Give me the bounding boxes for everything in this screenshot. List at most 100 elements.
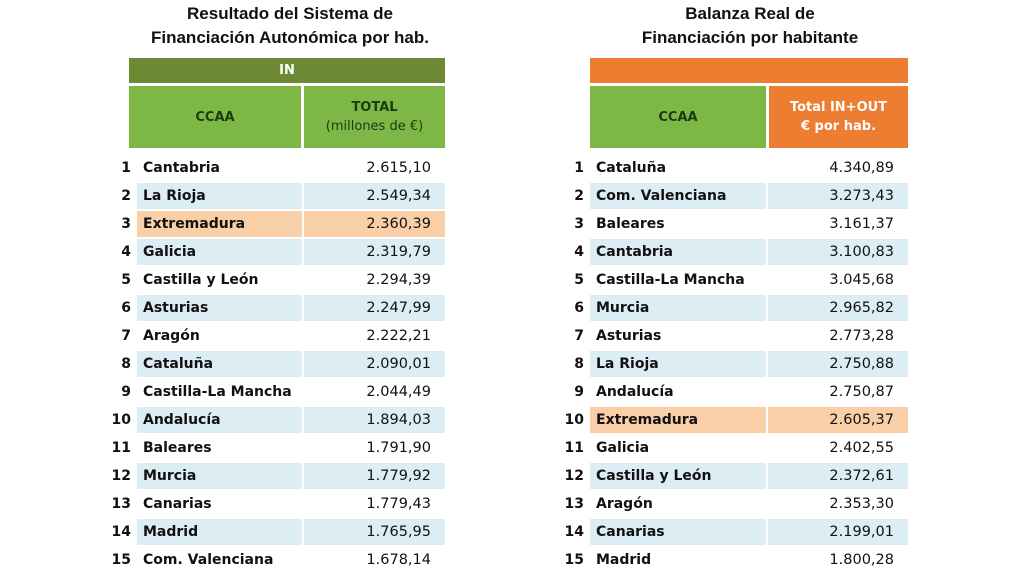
table-row: 10 Andalucía 1.894,03 [100,407,445,433]
row-name: Cataluña [137,351,302,377]
row-name: Madrid [137,519,302,545]
row-value: 2.549,34 [304,183,445,209]
left-title-line2: Financiación Autonómica por hab. [150,28,429,47]
row-value: 2.615,10 [366,160,431,176]
table-row: 15 Com. Valenciana 1.678,14 [100,547,445,573]
row-name: Galicia [596,440,650,456]
row-value: 1.791,90 [366,440,431,456]
row-value: 2.773,28 [829,328,894,344]
row-value: 2.372,61 [768,463,908,489]
table-row: 10 Extremadura 2.605,37 [555,407,908,433]
row-rank: 1 [574,160,584,176]
row-rank: 6 [121,300,131,316]
table-row: 1 Cantabria 2.615,10 [100,155,445,181]
row-rank: 7 [121,328,131,344]
table-row: 14 Madrid 1.765,95 [100,519,445,545]
row-name: Castilla-La Mancha [596,272,745,288]
row-rank: 7 [574,328,584,344]
row-rank: 9 [574,384,584,400]
row-rank: 2 [574,188,584,204]
table-row: 4 Cantabria 3.100,83 [555,239,908,265]
table-row: 6 Asturias 2.247,99 [100,295,445,321]
table-row: 14 Canarias 2.199,01 [555,519,908,545]
left-col-header-total-line2: (millones de €) [325,119,424,134]
row-rank: 10 [111,412,131,428]
right-col-header-total-line1: Total IN+OUT [789,100,888,115]
row-name: Andalucía [596,384,674,400]
table-row: 15 Madrid 1.800,28 [555,547,908,573]
row-value: 2.353,30 [829,496,894,512]
row-value: 3.100,83 [768,239,908,265]
right-col-header-total: Total IN+OUT € por hab. [769,86,908,148]
table-row: 7 Asturias 2.773,28 [555,323,908,349]
row-value: 1.678,14 [366,552,431,568]
row-name: Extremadura [590,407,766,433]
row-value: 2.044,49 [366,384,431,400]
table-row: 7 Aragón 2.222,21 [100,323,445,349]
row-name: Andalucía [137,407,302,433]
table-row: 8 Cataluña 2.090,01 [100,351,445,377]
table-row: 8 La Rioja 2.750,88 [555,351,908,377]
right-title-line1: Balanza Real de [685,4,815,23]
row-name: Cantabria [590,239,766,265]
row-name: Com. Valenciana [143,552,274,568]
left-group-header: IN [129,58,445,83]
row-name: Canarias [590,519,766,545]
right-col-header-total-line2: € por hab. [800,119,877,134]
row-value: 3.273,43 [768,183,908,209]
row-name: Asturias [137,295,302,321]
row-value: 3.161,37 [829,216,894,232]
table-row: 13 Canarias 1.779,43 [100,491,445,517]
left-title-line1: Resultado del Sistema de [187,4,393,23]
row-value: 2.222,21 [366,328,431,344]
row-name: Galicia [137,239,302,265]
row-value: 2.750,87 [829,384,894,400]
row-rank: 9 [121,384,131,400]
left-col-header-total: TOTAL (millones de €) [304,86,445,148]
right-title-line2: Financiación por habitante [641,28,859,47]
row-value: 2.750,88 [768,351,908,377]
table-row: 3 Baleares 3.161,37 [555,211,908,237]
row-rank: 5 [121,272,131,288]
table-row: 5 Castilla y León 2.294,39 [100,267,445,293]
row-name: Baleares [143,440,212,456]
row-rank: 8 [121,356,131,372]
row-name: Baleares [596,216,665,232]
row-name: Castilla y León [143,272,259,288]
row-name: Murcia [590,295,766,321]
row-rank: 10 [564,412,584,428]
row-value: 1.894,03 [304,407,445,433]
row-rank: 4 [574,244,584,260]
table-row: 11 Galicia 2.402,55 [555,435,908,461]
table-row: 4 Galicia 2.319,79 [100,239,445,265]
row-rank: 11 [564,440,584,456]
row-value: 2.965,82 [768,295,908,321]
table-row: 5 Castilla-La Mancha 3.045,68 [555,267,908,293]
table-row: 6 Murcia 2.965,82 [555,295,908,321]
right-title: Balanza Real de Financiación por habitan… [560,2,940,50]
left-title: Resultado del Sistema de Financiación Au… [100,2,480,50]
row-value: 2.319,79 [304,239,445,265]
row-rank: 13 [564,496,584,512]
table-row: 11 Baleares 1.791,90 [100,435,445,461]
row-rank: 2 [121,188,131,204]
row-name: Castilla-La Mancha [143,384,292,400]
row-rank: 14 [111,524,131,540]
left-col-header-total-line1: TOTAL [351,100,398,115]
table-row: 2 Com. Valenciana 3.273,43 [555,183,908,209]
row-value: 2.199,01 [768,519,908,545]
row-name: Aragón [143,328,200,344]
row-rank: 4 [121,244,131,260]
row-name: Cantabria [143,160,220,176]
row-name: Extremadura [137,211,302,237]
row-name: Com. Valenciana [590,183,766,209]
right-group-header [590,58,908,83]
row-rank: 3 [574,216,584,232]
left-col-header-ccaa: CCAA [129,86,301,148]
row-value: 2.605,37 [768,407,908,433]
row-rank: 8 [574,356,584,372]
row-value: 1.765,95 [304,519,445,545]
row-name: Murcia [137,463,302,489]
right-col-header-ccaa: CCAA [590,86,766,148]
table-row: 9 Andalucía 2.750,87 [555,379,908,405]
